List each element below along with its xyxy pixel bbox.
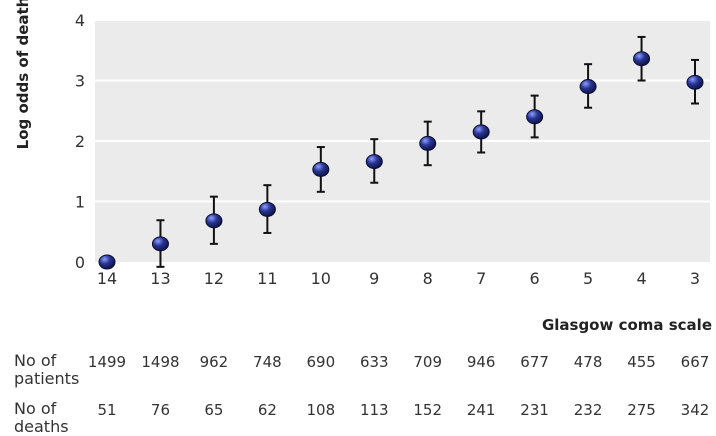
data-point xyxy=(365,154,383,170)
x-tick-label: 7 xyxy=(476,269,486,288)
table-row-label: No of deaths xyxy=(14,400,69,436)
table-cell: 51 xyxy=(97,401,117,419)
table-cell: 667 xyxy=(680,353,710,371)
y-tick-label: 1 xyxy=(75,193,85,212)
x-tick-label: 11 xyxy=(257,269,277,288)
table-cell: 342 xyxy=(680,401,710,419)
table-cell: 65 xyxy=(204,401,224,419)
y-axis-ticks: 0 1 2 3 4 xyxy=(75,11,85,272)
table-cell: 1498 xyxy=(141,353,180,371)
table-cell: 677 xyxy=(520,353,549,371)
table-cell: 113 xyxy=(359,401,389,419)
x-axis-ticks: 14 13 12 11 10 9 8 7 6 5 4 3 xyxy=(97,269,700,288)
table-cell: 478 xyxy=(573,353,603,371)
x-tick-label: 8 xyxy=(423,269,433,288)
data-point xyxy=(633,51,651,67)
table-cell: 455 xyxy=(627,353,656,371)
y-tick-label: 3 xyxy=(75,72,85,91)
data-point xyxy=(258,201,276,217)
data-point xyxy=(151,236,169,252)
data-point xyxy=(579,79,597,95)
table-cell: 231 xyxy=(520,401,549,419)
table-cell: 962 xyxy=(199,353,229,371)
data-point xyxy=(686,74,704,90)
table-cell: 241 xyxy=(466,401,496,419)
row-label-line: No of xyxy=(14,399,57,418)
y-tick-label: 0 xyxy=(75,253,85,272)
y-tick-label: 2 xyxy=(75,132,85,151)
table-cell: 633 xyxy=(359,353,389,371)
x-tick-label: 13 xyxy=(150,269,170,288)
table-cell: 62 xyxy=(257,401,277,419)
data-point xyxy=(472,124,490,140)
x-tick-label: 5 xyxy=(583,269,593,288)
data-point xyxy=(312,161,330,177)
table-row-label: No of patients xyxy=(14,352,79,388)
x-tick-label: 4 xyxy=(636,269,646,288)
row-label-line: No of xyxy=(14,351,57,370)
table-cell: 152 xyxy=(413,401,443,419)
data-point xyxy=(98,254,116,270)
row-label-line: deaths xyxy=(14,417,69,436)
x-tick-label: 12 xyxy=(204,269,224,288)
table-cell: 748 xyxy=(253,353,282,371)
table-cell: 709 xyxy=(413,353,443,371)
x-axis-label: Glasgow coma scale xyxy=(542,316,712,334)
y-tick-label: 4 xyxy=(75,11,85,30)
table-cell: 76 xyxy=(150,401,170,419)
x-tick-label: 10 xyxy=(311,269,331,288)
x-tick-label: 3 xyxy=(690,269,700,288)
y-axis-label: Log odds of death xyxy=(14,0,32,149)
table-cell: 275 xyxy=(627,401,656,419)
table-cell: 1499 xyxy=(87,353,127,371)
data-points xyxy=(98,51,704,270)
table-cell: 232 xyxy=(573,401,603,419)
x-tick-label: 6 xyxy=(530,269,540,288)
gridlines xyxy=(95,19,710,203)
data-point xyxy=(419,135,437,151)
x-tick-label: 9 xyxy=(369,269,379,288)
x-tick-label: 14 xyxy=(97,269,117,288)
table-cell: 690 xyxy=(306,353,336,371)
data-point xyxy=(526,109,544,125)
table-cell: 108 xyxy=(306,401,336,419)
table-cell: 946 xyxy=(466,353,496,371)
row-label-line: patients xyxy=(14,369,80,388)
data-point xyxy=(205,213,223,229)
